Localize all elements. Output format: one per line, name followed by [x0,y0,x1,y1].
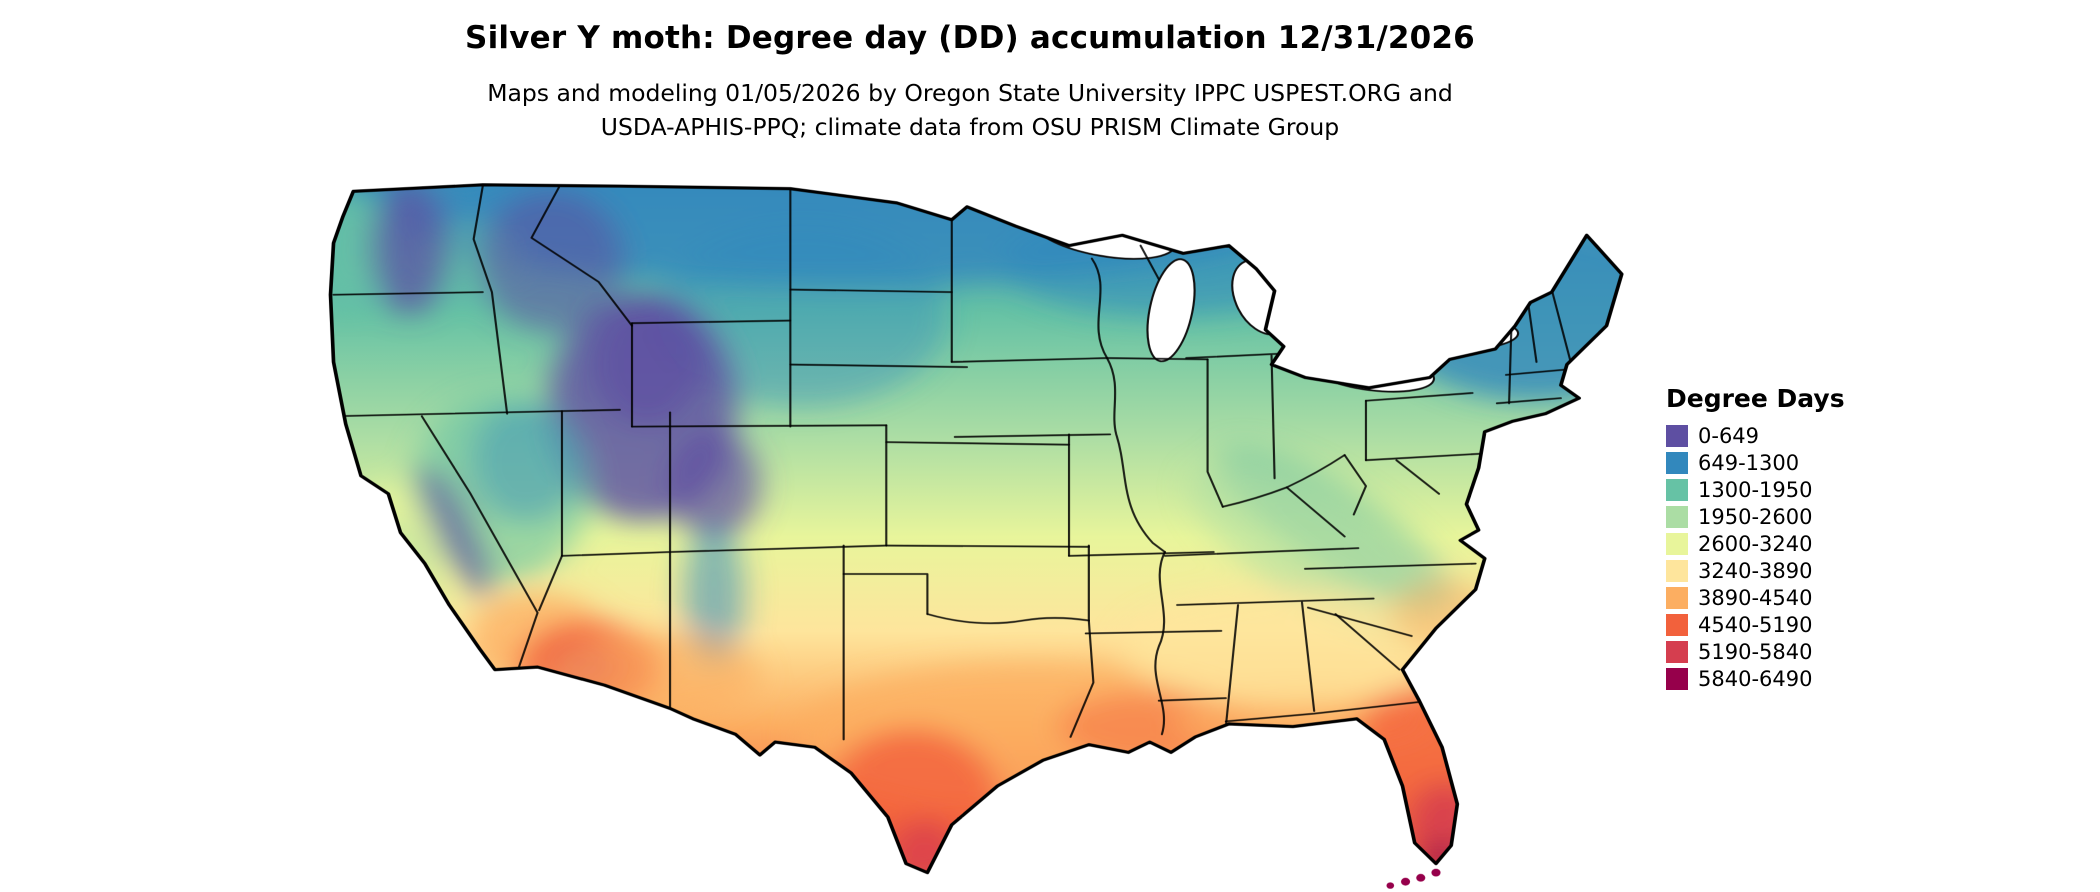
legend-swatch [1666,425,1688,447]
legend-swatch [1666,641,1688,663]
legend-label: 5190-5840 [1698,640,1813,664]
page-title: Silver Y moth: Degree day (DD) accumulat… [465,20,1475,56]
legend-item: 649-1300 [1666,451,1845,475]
legend-label: 3240-3890 [1698,559,1813,583]
legend: Degree Days 0-649 649-1300 1300-1950 1950-2… [1666,384,1845,695]
legend-item: 2600-3240 [1666,532,1845,556]
legend-label: 5840-6490 [1698,667,1813,691]
map-fill-layer [330,184,1622,873]
legend-label: 1950-2600 [1698,505,1813,529]
subtitle-line-1: Maps and modeling 01/05/2026 by Oregon S… [487,79,1453,107]
legend-swatch [1666,614,1688,636]
legend-swatch [1666,560,1688,582]
legend-item: 3240-3890 [1666,559,1845,583]
legend-label: 1300-1950 [1698,478,1813,502]
legend-item: 1300-1950 [1666,478,1845,502]
florida-keys [1386,868,1441,889]
legend-title: Degree Days [1666,384,1845,413]
national-outline [328,183,1624,875]
legend-item: 5840-6490 [1666,667,1845,691]
legend-swatch [1666,452,1688,474]
legend-item: 4540-5190 [1666,613,1845,637]
legend-swatch [1666,479,1688,501]
legend-item: 1950-2600 [1666,505,1845,529]
legend-label: 2600-3240 [1698,532,1813,556]
legend-swatch [1666,668,1688,690]
legend-label: 649-1300 [1698,451,1800,475]
subtitle-line-2: USDA-APHIS-PPQ; climate data from OSU PR… [600,113,1340,142]
page-subtitle: Maps and modeling 01/05/2026 by Oregon S… [0,76,1940,144]
legend-swatch [1666,533,1688,555]
us-degree-day-map [328,183,1624,889]
map-area [300,168,1640,892]
state-borders [332,185,1572,741]
figure-header: Silver Y moth: Degree day (DD) accumulat… [0,20,1940,144]
legend-label: 0-649 [1698,424,1760,448]
legend-item: 0-649 [1666,424,1845,448]
legend-swatch [1666,587,1688,609]
legend-items: 0-649 649-1300 1300-1950 1950-2600 2600-3240… [1666,424,1845,691]
legend-swatch [1666,506,1688,528]
legend-label: 4540-5190 [1698,613,1813,637]
legend-label: 3890-4540 [1698,586,1813,610]
legend-item: 5190-5840 [1666,640,1845,664]
legend-item: 3890-4540 [1666,586,1845,610]
